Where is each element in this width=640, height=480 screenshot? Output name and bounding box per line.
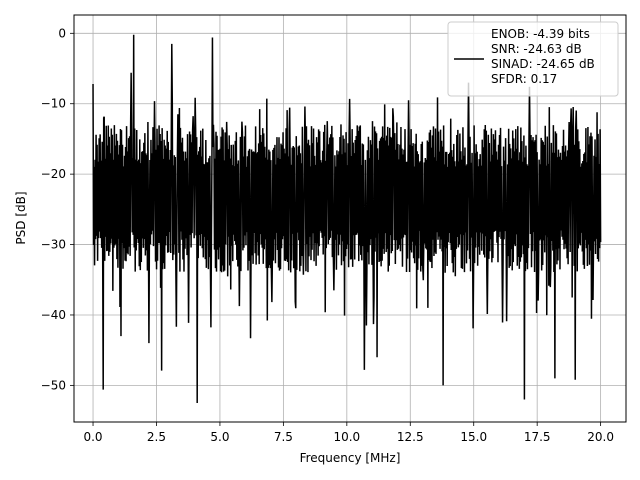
y-tick-label: −40 [41, 308, 66, 322]
x-tick-label: 5.0 [210, 430, 229, 444]
legend-entry-sinad: SINAD: -24.65 dB [491, 57, 595, 71]
plot-area [92, 34, 602, 403]
y-axis-label: PSD [dB] [14, 191, 28, 244]
legend: ENOB: -4.39 bits SNR: -24.63 dB SINAD: -… [447, 21, 619, 97]
legend-box [447, 21, 619, 97]
y-tick-label: −10 [41, 97, 66, 111]
y-tick-label: 0 [58, 26, 66, 40]
y-tick-label: −50 [41, 378, 66, 392]
x-tick-label: 12.5 [397, 430, 424, 444]
x-tick-label: 7.5 [274, 430, 293, 444]
x-tick-label: 15.0 [460, 430, 487, 444]
legend-entry-enob: ENOB: -4.39 bits [491, 27, 590, 41]
y-axis-ticks: 0 −10 −20 −30 −40 −50 [41, 26, 74, 392]
x-tick-label: 0.0 [83, 430, 102, 444]
psd-series-line [92, 34, 602, 403]
axes-frame [73, 14, 627, 423]
x-tick-label: 2.5 [147, 430, 166, 444]
x-axis-ticks: 0.0 2.5 5.0 7.5 10.0 12.5 15.0 17.5 20.0 [83, 422, 614, 444]
x-axis-label: Frequency [MHz] [300, 451, 401, 465]
y-tick-label: −30 [41, 238, 66, 252]
y-tick-label: −20 [41, 167, 66, 181]
x-tick-label: 10.0 [333, 430, 360, 444]
legend-entry-snr: SNR: -24.63 dB [491, 42, 582, 56]
legend-entry-sfdr: SFDR: 0.17 [491, 72, 557, 86]
x-tick-label: 20.0 [587, 430, 614, 444]
x-tick-label: 17.5 [524, 430, 551, 444]
